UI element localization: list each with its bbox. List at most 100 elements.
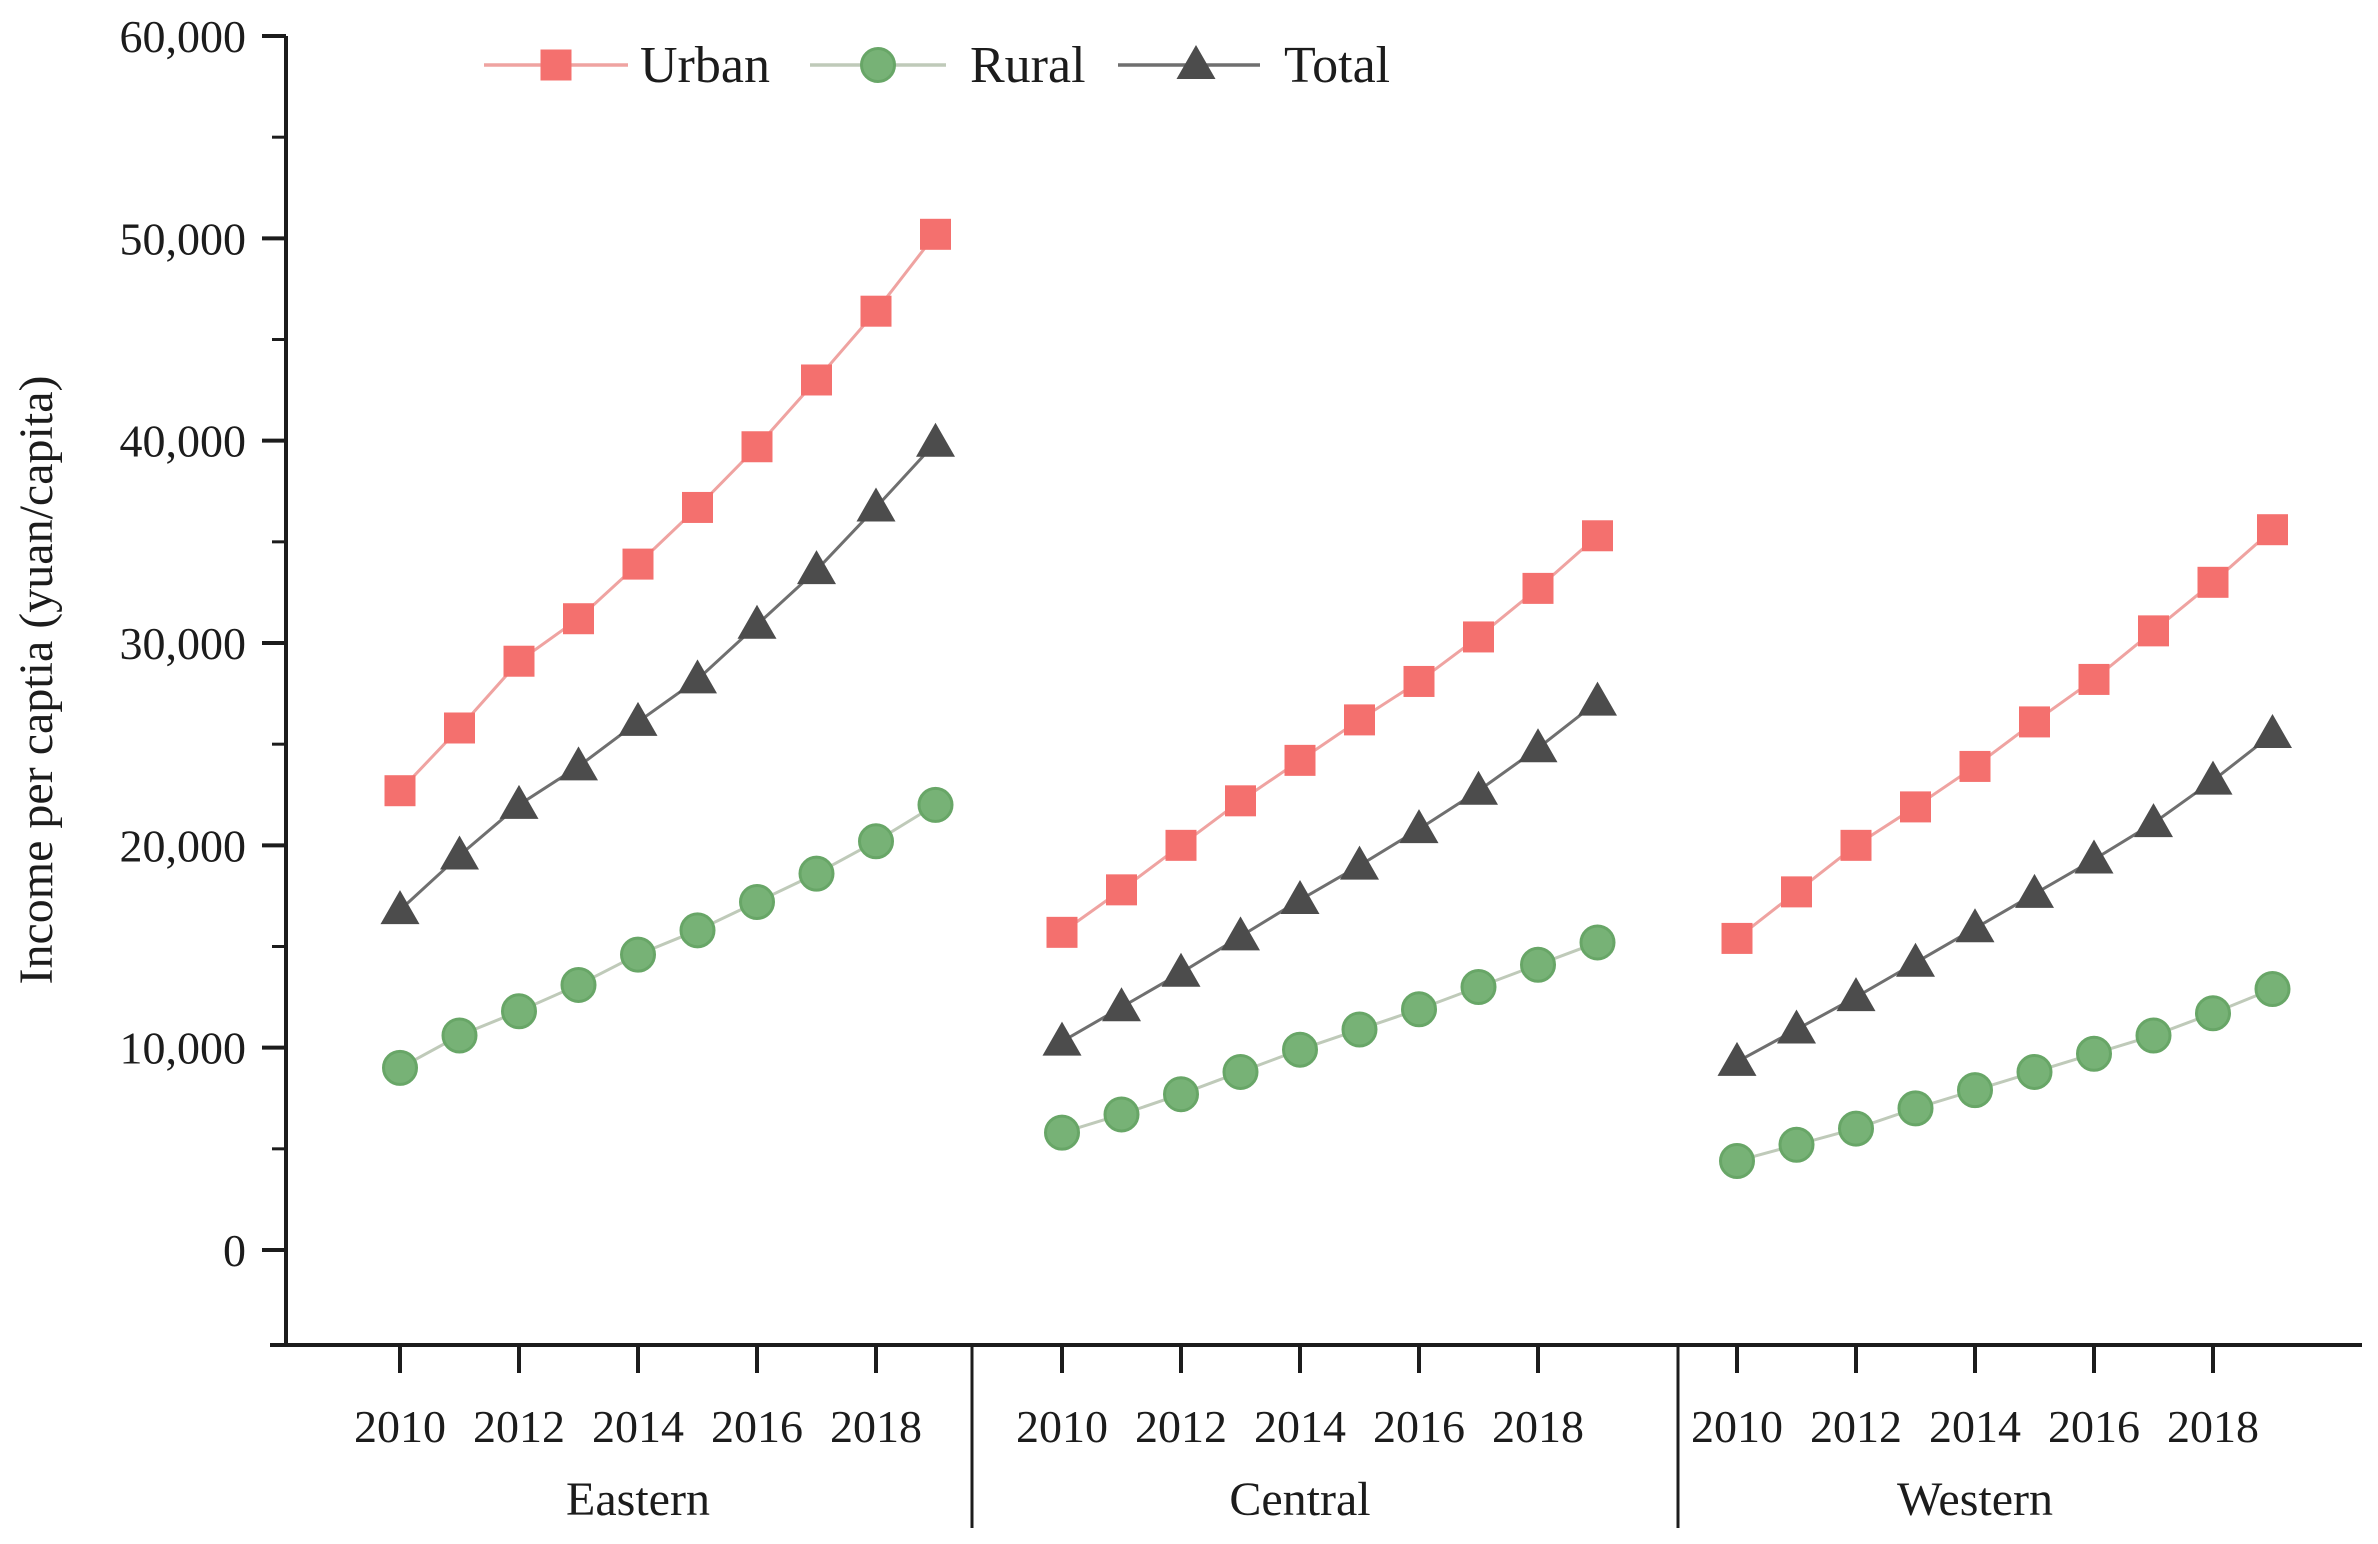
series-line-total-central [1061, 700, 1599, 1043]
data-point-total-western-2018 [2193, 760, 2233, 795]
data-point-total-central-2015 [1340, 845, 1379, 880]
legend-marker-triangle [1176, 45, 1216, 79]
data-point-rural-western-2012 [1838, 1110, 1874, 1147]
legend-label-urban: Urban [640, 37, 770, 94]
x-axis-tick-label: 2012 [1135, 1401, 1227, 1452]
y-axis-tick-label: 40,000 [120, 416, 247, 467]
data-point-urban-central-2017 [1463, 621, 1494, 653]
data-point-total-western-2019 [2253, 714, 2292, 749]
data-point-urban-central-2012 [1165, 829, 1197, 861]
data-point-urban-western-2017 [2138, 615, 2169, 647]
data-point-rural-eastern-2012 [501, 993, 537, 1030]
x-axis-tick-label: 2016 [711, 1401, 803, 1452]
data-point-urban-western-2018 [2197, 566, 2229, 598]
data-point-urban-western-2010 [1721, 922, 1753, 954]
panel-label: Central [1229, 1473, 1370, 1526]
legend-marks-layer [484, 45, 1260, 83]
data-point-urban-eastern-2011 [444, 712, 475, 744]
panel-label: Western [1897, 1473, 2053, 1526]
data-point-urban-western-2015 [2019, 706, 2050, 738]
data-point-rural-western-2015 [2016, 1053, 2053, 1090]
x-axis-tick-label: 2014 [1254, 1401, 1346, 1452]
data-point-total-eastern-2019 [916, 422, 955, 457]
data-point-rural-eastern-2011 [441, 1017, 478, 1054]
data-point-urban-eastern-2012 [503, 645, 535, 677]
data-point-rural-eastern-2015 [679, 912, 716, 949]
data-point-rural-western-2010 [1719, 1142, 1755, 1179]
series-line-total-western [1736, 732, 2274, 1064]
series-line-urban-central [1061, 534, 1599, 934]
data-point-rural-western-2019 [2254, 970, 2291, 1007]
x-axis-tick-label: 2018 [1492, 1401, 1584, 1452]
data-point-total-eastern-2011 [440, 835, 479, 870]
legend-marker-square [540, 49, 572, 81]
data-point-urban-western-2014 [1959, 750, 1991, 782]
data-point-total-central-2017 [1459, 770, 1498, 805]
x-axis-tick-label: 2010 [354, 1401, 446, 1452]
data-point-urban-central-2014 [1284, 744, 1316, 776]
series-line-rural-western [1736, 987, 2274, 1163]
legend: Urban Rural Total [640, 37, 1390, 94]
data-point-rural-western-2013 [1897, 1090, 1934, 1127]
data-point-urban-central-2015 [1344, 704, 1375, 736]
data-point-urban-eastern-2016 [741, 431, 773, 463]
data-point-total-central-2019 [1578, 681, 1617, 716]
data-point-total-western-2017 [2134, 803, 2173, 838]
data-point-urban-western-2019 [2257, 514, 2288, 546]
data-point-rural-western-2011 [1778, 1126, 1815, 1163]
data-point-urban-central-2018 [1522, 572, 1554, 604]
data-point-rural-central-2018 [1520, 946, 1556, 983]
data-point-total-central-2012 [1161, 952, 1201, 987]
data-point-total-eastern-2017 [797, 550, 836, 585]
data-point-total-central-2014 [1280, 879, 1320, 914]
data-point-total-central-2013 [1221, 916, 1260, 951]
data-point-urban-western-2011 [1781, 876, 1812, 908]
x-axis-tick-label: 2014 [592, 1401, 684, 1452]
data-point-total-western-2016 [2074, 839, 2114, 874]
y-axis-tick-label: 30,000 [120, 618, 247, 669]
data-point-rural-western-2017 [2135, 1017, 2172, 1054]
series-line-urban-western [1736, 528, 2274, 940]
data-point-total-eastern-2013 [559, 746, 598, 781]
data-point-urban-central-2010 [1046, 916, 1078, 948]
series-line-total-eastern [398, 441, 937, 912]
series-layer [380, 218, 2292, 1179]
data-point-rural-eastern-2014 [620, 936, 656, 973]
data-point-rural-western-2016 [2076, 1035, 2112, 1072]
data-point-rural-central-2015 [1341, 1011, 1378, 1048]
data-point-urban-western-2012 [1840, 829, 1872, 861]
axes-layer: 0 10,000 20,000 30,000 40,000 50,000 60,000 201… [120, 11, 2362, 1528]
legend-label-rural: Rural [970, 37, 1086, 94]
data-point-total-eastern-2016 [737, 604, 777, 639]
data-point-rural-central-2016 [1401, 991, 1437, 1028]
data-point-urban-eastern-2014 [622, 548, 654, 580]
data-point-total-western-2010 [1717, 1041, 1757, 1076]
series-line-rural-eastern [399, 803, 937, 1070]
x-axis-tick-label: 2018 [830, 1401, 922, 1452]
data-point-rural-central-2019 [1579, 924, 1616, 961]
data-point-urban-eastern-2013 [563, 603, 594, 635]
data-point-total-eastern-2018 [856, 487, 896, 522]
panel-label: Eastern [566, 1473, 710, 1526]
y-axis-tick-label: 0 [223, 1225, 246, 1276]
data-point-urban-eastern-2018 [860, 295, 892, 327]
y-axis-title: Income per captia (yuan/capita) [10, 376, 63, 985]
data-point-rural-central-2014 [1282, 1031, 1318, 1068]
data-point-total-eastern-2012 [499, 784, 539, 819]
data-point-total-central-2018 [1518, 728, 1558, 763]
data-point-rural-central-2017 [1460, 968, 1497, 1005]
data-point-urban-eastern-2015 [682, 491, 713, 523]
data-point-rural-central-2013 [1222, 1053, 1259, 1090]
data-point-rural-eastern-2018 [858, 823, 894, 860]
data-point-urban-western-2016 [2078, 663, 2110, 695]
data-point-rural-central-2010 [1044, 1114, 1080, 1151]
data-point-total-western-2011 [1777, 1009, 1816, 1044]
data-point-total-eastern-2010 [380, 890, 420, 925]
data-point-total-central-2016 [1399, 809, 1439, 844]
data-point-total-eastern-2014 [618, 701, 658, 736]
series-line-rural-central [1061, 941, 1599, 1135]
y-axis-tick-label: 60,000 [120, 11, 247, 62]
legend-label-total: Total [1284, 37, 1390, 94]
